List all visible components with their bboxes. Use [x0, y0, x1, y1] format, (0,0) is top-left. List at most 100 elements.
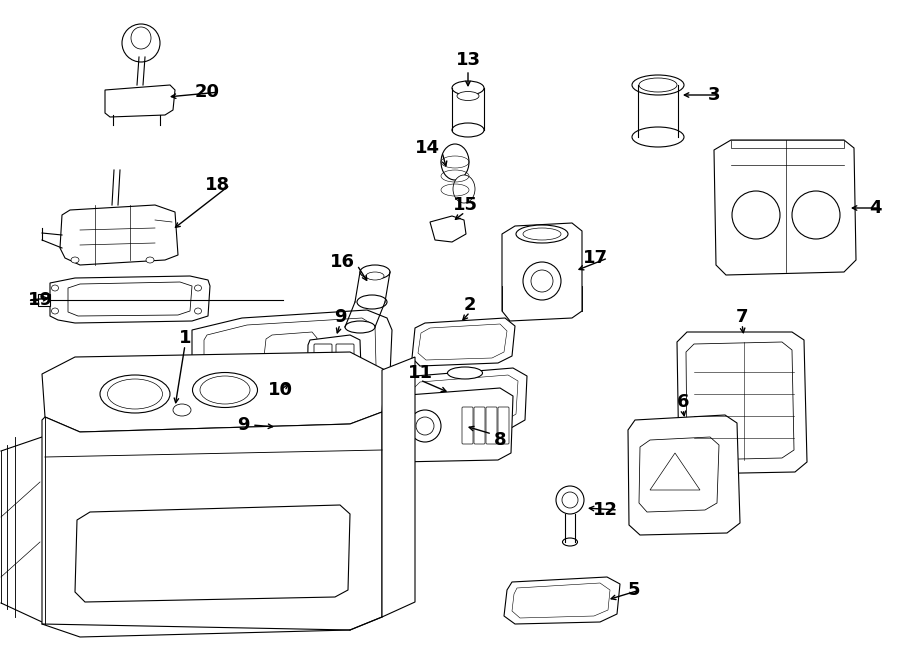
Ellipse shape	[200, 376, 250, 404]
Polygon shape	[105, 85, 175, 117]
Text: 3: 3	[707, 86, 720, 104]
FancyBboxPatch shape	[462, 407, 473, 444]
FancyBboxPatch shape	[279, 409, 311, 424]
Text: 9: 9	[238, 416, 250, 434]
Polygon shape	[50, 276, 210, 323]
Ellipse shape	[100, 375, 170, 413]
Text: 5: 5	[627, 581, 640, 599]
Polygon shape	[502, 223, 582, 321]
FancyBboxPatch shape	[314, 380, 332, 395]
Polygon shape	[204, 318, 376, 378]
Ellipse shape	[193, 373, 257, 407]
Ellipse shape	[409, 410, 441, 442]
Ellipse shape	[632, 127, 684, 147]
Polygon shape	[405, 368, 527, 430]
FancyBboxPatch shape	[279, 443, 311, 458]
Ellipse shape	[122, 24, 160, 62]
Polygon shape	[267, 383, 368, 471]
Ellipse shape	[523, 262, 561, 300]
Polygon shape	[382, 357, 415, 617]
FancyBboxPatch shape	[336, 362, 354, 377]
FancyBboxPatch shape	[498, 407, 509, 444]
Polygon shape	[686, 342, 794, 460]
Text: 7: 7	[736, 308, 748, 326]
Text: 2: 2	[464, 296, 476, 314]
Ellipse shape	[131, 27, 151, 49]
FancyBboxPatch shape	[319, 392, 351, 407]
Polygon shape	[418, 324, 507, 360]
Ellipse shape	[447, 367, 482, 379]
Text: 10: 10	[267, 381, 293, 399]
FancyBboxPatch shape	[336, 344, 354, 359]
Text: 4: 4	[869, 199, 882, 217]
Ellipse shape	[173, 404, 191, 416]
Polygon shape	[512, 583, 610, 618]
Polygon shape	[504, 577, 620, 624]
Polygon shape	[677, 332, 807, 474]
Ellipse shape	[452, 81, 484, 95]
Polygon shape	[731, 140, 844, 148]
Ellipse shape	[194, 285, 202, 291]
FancyBboxPatch shape	[319, 426, 351, 441]
Polygon shape	[38, 294, 50, 306]
Text: 20: 20	[195, 83, 220, 101]
FancyBboxPatch shape	[319, 409, 351, 424]
Ellipse shape	[146, 257, 154, 263]
Text: 6: 6	[677, 393, 689, 411]
Text: 9: 9	[334, 308, 346, 326]
FancyBboxPatch shape	[279, 426, 311, 441]
Text: 17: 17	[583, 249, 608, 267]
Ellipse shape	[531, 270, 553, 292]
Ellipse shape	[366, 272, 384, 280]
Text: 8: 8	[494, 431, 507, 449]
Polygon shape	[42, 352, 385, 432]
Ellipse shape	[457, 91, 479, 100]
Ellipse shape	[453, 175, 475, 203]
Polygon shape	[412, 318, 515, 366]
Ellipse shape	[562, 538, 578, 546]
Ellipse shape	[360, 265, 390, 279]
Polygon shape	[430, 216, 466, 242]
FancyBboxPatch shape	[486, 407, 497, 444]
Polygon shape	[75, 505, 350, 602]
Text: 14: 14	[415, 139, 440, 157]
Ellipse shape	[51, 308, 59, 314]
FancyBboxPatch shape	[314, 344, 332, 359]
Text: 13: 13	[455, 51, 481, 69]
FancyBboxPatch shape	[336, 380, 354, 395]
Ellipse shape	[452, 123, 484, 137]
Ellipse shape	[556, 486, 584, 514]
Text: 11: 11	[408, 364, 433, 382]
Ellipse shape	[107, 379, 163, 409]
Polygon shape	[60, 205, 178, 265]
FancyBboxPatch shape	[279, 392, 311, 407]
Ellipse shape	[639, 78, 677, 92]
Text: 19: 19	[28, 291, 53, 309]
Text: 16: 16	[330, 253, 355, 271]
Text: 12: 12	[593, 501, 618, 519]
Ellipse shape	[792, 191, 840, 239]
Ellipse shape	[562, 492, 578, 508]
Polygon shape	[650, 453, 700, 490]
Polygon shape	[42, 412, 382, 637]
Ellipse shape	[194, 308, 202, 314]
FancyBboxPatch shape	[314, 362, 332, 377]
Ellipse shape	[632, 75, 684, 95]
Ellipse shape	[516, 225, 568, 243]
FancyBboxPatch shape	[474, 407, 485, 444]
Polygon shape	[628, 415, 740, 535]
Polygon shape	[192, 310, 392, 388]
Ellipse shape	[441, 144, 469, 180]
Polygon shape	[387, 388, 513, 462]
Polygon shape	[412, 375, 518, 423]
Ellipse shape	[345, 321, 375, 333]
Polygon shape	[714, 140, 856, 275]
Polygon shape	[639, 437, 719, 512]
Polygon shape	[68, 282, 192, 316]
Ellipse shape	[71, 257, 79, 263]
Polygon shape	[264, 332, 317, 363]
FancyBboxPatch shape	[319, 443, 351, 458]
Ellipse shape	[732, 191, 780, 239]
Polygon shape	[307, 335, 362, 405]
Ellipse shape	[523, 228, 561, 240]
